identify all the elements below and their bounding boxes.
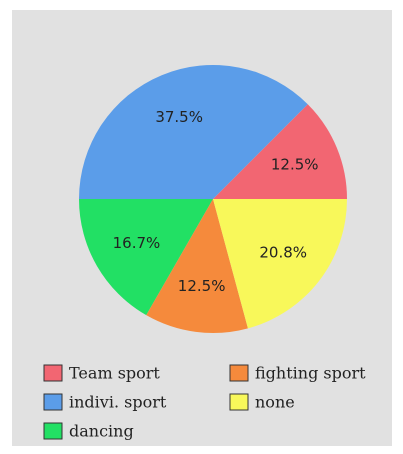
legend-label: none: [255, 393, 295, 412]
slice-label: 12.5%: [271, 156, 319, 174]
pie-slice: [146, 199, 248, 333]
legend-swatch: [229, 393, 249, 411]
legend-label: indivi. sport: [69, 393, 167, 412]
pie-slice: [79, 199, 213, 316]
slice-label: 37.5%: [155, 108, 203, 126]
legend-swatch: [43, 364, 63, 382]
legend-swatch: [43, 393, 63, 411]
slice-label: 12.5%: [178, 277, 226, 295]
slice-label: 16.7%: [113, 234, 161, 252]
legend-label: fighting sport: [255, 364, 366, 383]
legend-label: Team sport: [69, 364, 160, 383]
legend-swatch: [43, 422, 63, 440]
pie-slice: [213, 199, 347, 329]
legend-swatch: [229, 364, 249, 382]
pie-slice: [213, 104, 347, 199]
slice-label: 20.8%: [259, 243, 307, 261]
legend-label: dancing: [69, 422, 134, 441]
pie-slice: [78, 64, 308, 199]
